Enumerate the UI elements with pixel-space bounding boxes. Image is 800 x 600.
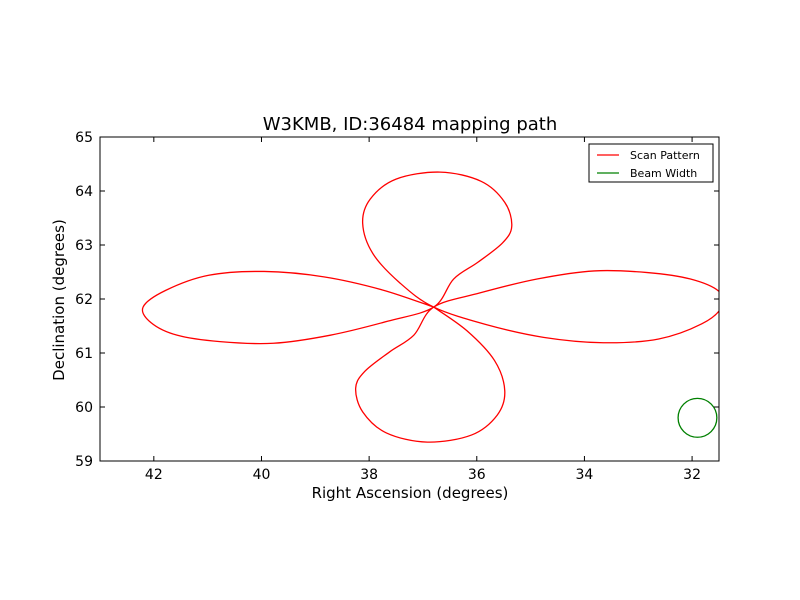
y-tick-label: 60 [75,400,93,416]
plot-area: 42 40 38 36 34 32 59 60 61 62 63 64 65 [75,130,720,483]
y-tick-label: 59 [75,454,93,470]
y-axis-label: Declination (degrees) [50,219,68,381]
y-tick-label: 63 [75,238,93,254]
y-tick-label: 62 [75,292,93,308]
x-axis-label: Right Ascension (degrees) [312,484,509,502]
series-layer [141,171,719,443]
x-tick-label: 38 [360,467,378,483]
legend-box [588,143,714,183]
x-tick-label: 32 [683,467,701,483]
y-tick-label: 65 [75,130,93,146]
x-tick-label: 34 [576,467,594,483]
legend-entry-label: Scan Pattern [630,149,700,162]
beam-width-circle [677,397,718,438]
y-tick-label: 61 [75,346,93,362]
legend: Scan Pattern Beam Width [588,143,714,183]
scan-pattern-line [141,171,719,443]
chart-title: W3KMB, ID:36484 mapping path [263,114,558,135]
legend-entry-label: Beam Width [630,167,697,180]
y-tick-label: 64 [75,184,93,200]
x-tick-label: 36 [468,467,486,483]
x-tick-label: 42 [145,467,163,483]
x-tick-label: 40 [253,467,271,483]
